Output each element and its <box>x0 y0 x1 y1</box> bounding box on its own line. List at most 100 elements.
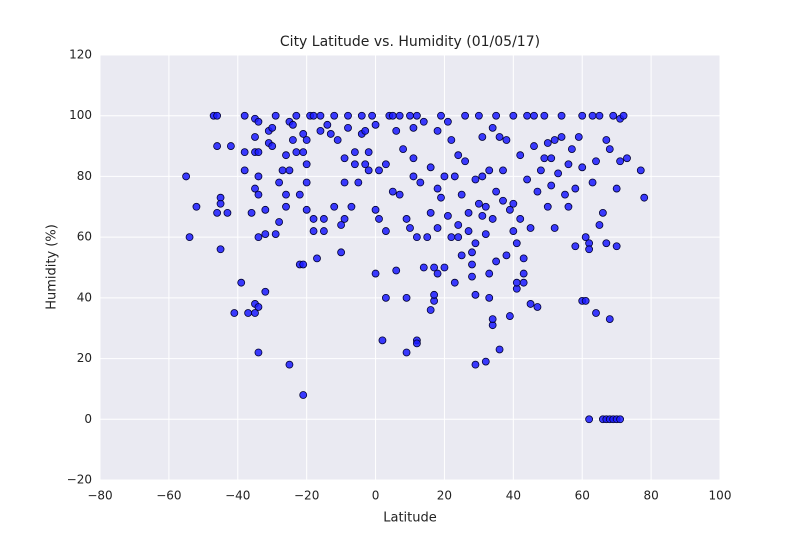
point <box>271 230 280 239</box>
point <box>585 415 594 424</box>
point <box>485 269 494 278</box>
point <box>226 142 235 150</box>
point <box>344 123 352 132</box>
point <box>519 269 528 278</box>
point <box>602 136 611 144</box>
point <box>471 290 480 299</box>
point <box>271 111 280 120</box>
point <box>437 193 445 202</box>
point <box>423 233 432 242</box>
point <box>213 142 222 150</box>
point <box>526 300 535 308</box>
point <box>543 202 552 211</box>
point <box>640 193 649 202</box>
point <box>254 233 263 242</box>
point <box>247 208 256 217</box>
point <box>605 145 614 154</box>
point <box>302 205 311 214</box>
point <box>230 309 239 317</box>
point <box>536 166 545 175</box>
point <box>426 163 435 172</box>
point <box>485 293 494 302</box>
point <box>557 111 566 120</box>
point <box>275 218 284 226</box>
point <box>478 172 487 181</box>
point <box>254 148 263 157</box>
point <box>402 215 411 223</box>
x-tick-label: 60 <box>575 489 590 503</box>
point <box>426 208 435 217</box>
y-axis-label: Humidity (%) <box>45 224 60 310</box>
point <box>499 196 507 205</box>
point <box>595 221 604 229</box>
point <box>340 215 349 223</box>
point <box>299 130 308 138</box>
point <box>326 130 335 138</box>
point <box>381 227 390 235</box>
point <box>216 245 225 254</box>
point <box>354 178 363 187</box>
point <box>371 205 380 214</box>
point <box>399 145 408 154</box>
point <box>567 145 576 154</box>
point <box>516 151 525 160</box>
point <box>313 254 321 263</box>
point <box>375 215 383 223</box>
point <box>419 117 428 126</box>
point <box>251 133 259 141</box>
point <box>530 142 538 150</box>
point <box>350 160 359 169</box>
point <box>578 111 587 120</box>
point <box>340 178 349 187</box>
point <box>561 190 569 199</box>
point <box>361 126 370 135</box>
point <box>192 202 201 211</box>
point <box>564 160 573 169</box>
point <box>244 309 253 317</box>
point <box>488 315 497 324</box>
point <box>595 111 604 120</box>
point <box>254 172 263 181</box>
point <box>330 111 339 120</box>
point <box>316 111 325 120</box>
x-tick-label: 100 <box>709 489 732 503</box>
point <box>488 215 497 223</box>
point <box>509 199 518 208</box>
point <box>412 111 421 120</box>
point <box>433 184 442 193</box>
point <box>588 111 597 120</box>
point <box>516 215 525 223</box>
point <box>251 184 259 193</box>
point <box>278 166 287 175</box>
point <box>409 172 418 181</box>
point <box>268 142 277 150</box>
point <box>509 227 518 235</box>
point <box>450 172 459 181</box>
point <box>282 151 290 160</box>
point <box>540 111 549 120</box>
point <box>464 227 473 235</box>
point <box>581 296 590 305</box>
y-tick-label: 100 <box>69 108 92 122</box>
point <box>337 248 346 257</box>
point <box>240 166 249 175</box>
x-tick-label: −20 <box>294 489 319 503</box>
plot-area <box>100 55 720 480</box>
x-tick-label: 20 <box>437 489 452 503</box>
point <box>443 117 452 126</box>
point <box>213 208 222 217</box>
point <box>388 187 397 196</box>
point <box>254 117 263 126</box>
point <box>433 269 442 278</box>
point <box>426 306 435 314</box>
point <box>406 111 414 120</box>
point <box>347 202 356 211</box>
point <box>288 120 297 129</box>
point <box>261 230 270 239</box>
point <box>574 133 583 141</box>
point <box>406 224 414 232</box>
chart-title: City Latitude vs. Humidity (01/05/17) <box>280 34 540 50</box>
point <box>533 303 542 311</box>
point <box>381 293 390 302</box>
